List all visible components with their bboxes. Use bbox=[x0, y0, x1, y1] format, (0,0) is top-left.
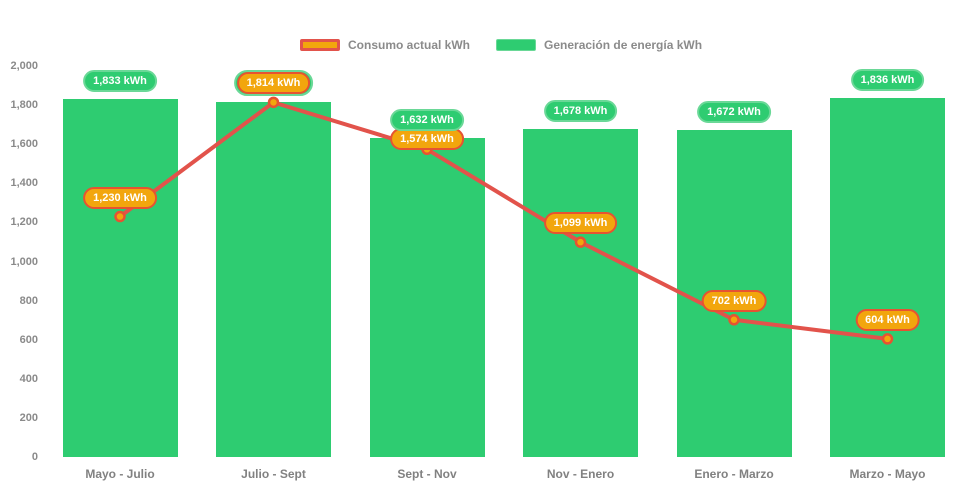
consumo-value-label: 604 kWh bbox=[855, 308, 920, 331]
y-axis-tick-label: 600 bbox=[19, 333, 38, 346]
y-axis-tick-label: 800 bbox=[19, 294, 38, 307]
consumo-value-label: 1,574 kWh bbox=[390, 127, 464, 150]
x-axis-category-label: Enero - Marzo bbox=[694, 467, 774, 481]
consumo-value-label: 1,814 kWh bbox=[236, 72, 311, 95]
x-axis-category-label: Sept - Nov bbox=[397, 467, 457, 481]
generacion-value-label: 1,632 kWh bbox=[390, 108, 464, 131]
generacion-value-label: 1,678 kWh bbox=[543, 99, 618, 122]
legend-item-consumo[interactable]: Consumo actual kWh bbox=[300, 38, 470, 52]
y-axis-tick-label: 1,000 bbox=[10, 255, 38, 268]
y-axis-tick-label: 1,200 bbox=[10, 216, 38, 229]
consumo-line-point bbox=[728, 314, 740, 326]
legend-item-generacion[interactable]: Generación de energía kWh bbox=[496, 38, 702, 52]
consumo-line-point bbox=[574, 236, 587, 248]
x-axis-category-label: Mayo - Julio bbox=[85, 467, 155, 481]
consumo-value-label: 1,099 kWh bbox=[543, 212, 618, 235]
y-axis-tick-label: 1,400 bbox=[10, 177, 38, 190]
generacion-bar bbox=[523, 128, 638, 457]
consumo-value-label: 702 kWh bbox=[701, 289, 767, 312]
generacion-value-label: 1,833 kWh bbox=[83, 69, 157, 92]
consumo-line bbox=[118, 100, 890, 341]
generacion-bar bbox=[216, 102, 331, 457]
y-axis-tick-label: 1,600 bbox=[10, 138, 38, 151]
generacion-value-label: 1,836 kWh bbox=[850, 69, 925, 92]
generacion-bar bbox=[62, 98, 178, 457]
consumo-line-point bbox=[114, 210, 126, 223]
y-axis-tick-label: 0 bbox=[31, 451, 38, 463]
y-axis-tick-label: 2,000 bbox=[10, 60, 38, 72]
legend-label-consumo: Consumo actual kWh bbox=[348, 38, 471, 52]
x-axis-category-label: Nov - Enero bbox=[546, 467, 615, 481]
consumo-value-label: 1,230 kWh bbox=[83, 186, 157, 209]
generacion-bar-swatch-icon bbox=[496, 39, 537, 51]
generacion-value-label: 1,672 kWh bbox=[697, 101, 771, 124]
generacion-bar bbox=[369, 137, 485, 457]
consumo-line-swatch-icon bbox=[300, 39, 340, 51]
y-axis-tick-label: 400 bbox=[19, 372, 38, 385]
x-axis-category-label: Marzo - Mayo bbox=[849, 467, 926, 481]
y-axis-tick-label: 1,800 bbox=[10, 99, 38, 112]
consumo-line-point bbox=[881, 333, 894, 345]
legend-label-generacion: Generación de energía kWh bbox=[544, 38, 703, 52]
chart-legend: Consumo actual kWh Generación de energía… bbox=[300, 38, 702, 52]
y-axis-tick-label: 200 bbox=[19, 411, 38, 424]
x-axis-category-label: Julio - Sept bbox=[241, 467, 306, 481]
consumo-line-point bbox=[267, 96, 280, 109]
generacion-bar bbox=[830, 98, 945, 457]
